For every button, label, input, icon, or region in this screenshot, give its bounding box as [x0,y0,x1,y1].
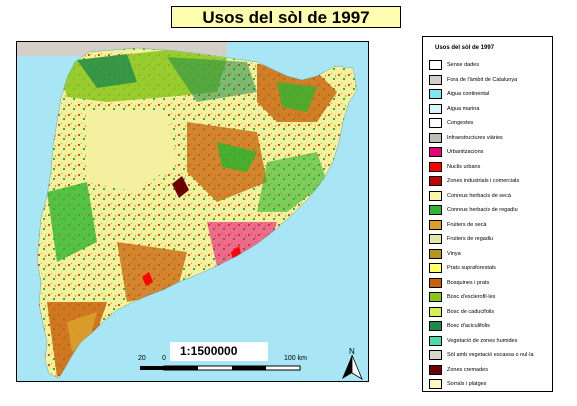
legend-swatch [429,118,442,128]
legend-swatch [429,234,442,244]
map-canvas [17,42,368,381]
legend-item: Fruiters de secà [429,219,549,231]
legend-swatch [429,103,442,114]
legend-label: Sorrals i platges [447,381,487,387]
legend-swatch [429,132,442,143]
legend-swatch [429,321,442,331]
legend-swatch [429,292,442,302]
legend-label: Zones cremades [447,366,488,373]
legend-label: Vegetació de zones humides [447,337,518,344]
legend-label: Infraestructures viàries [447,134,503,141]
legend-swatch [429,364,442,375]
legend-item: Zones cremades [429,364,549,376]
legend-swatch [429,350,442,360]
legend-label: Sòl amb vegetació escassa o nul·la [447,352,534,358]
scale-label-left: 20 [138,355,146,362]
legend-swatch [429,205,442,215]
legend-item: Fora de l'àmbit de Catalunya [429,74,549,86]
legend-item: Bosc d'esclerofil·les [429,291,549,303]
legend-label: Aigua marina [447,105,480,112]
legend-item: Aigua continental [429,88,549,100]
legend-swatch [429,277,442,288]
legend-item: Bosquines i prats [429,277,549,289]
legend-item: Sense dades [429,59,549,71]
scale-ratio: 1:1500000 [170,342,268,361]
legend-label: Congestes [447,120,474,126]
legend-item: Congestes [429,117,549,129]
legend-swatch [429,379,442,389]
legend-label: Sense dades [447,62,480,68]
legend-swatch [429,161,442,172]
legend-item: Vinya [429,248,549,260]
legend-item: Prats supraforestals [429,262,549,274]
legend-item: Urbanitzacions [429,146,549,158]
legend-label: Nuclis urbans [447,163,481,170]
land-use-regions [37,48,357,378]
scale-bar-graphic [140,365,301,371]
legend-item: Nuclis urbans [429,161,549,173]
legend-item: Aigua marina [429,103,549,115]
legend-swatch [429,176,442,186]
north-label: N [349,347,355,356]
land-use-map[interactable]: 20 0 100 km 1:1500000 N [16,41,369,382]
legend-label: Vinya [447,250,461,257]
legend-label: Fruiters de regadiu [447,236,494,242]
legend-item: Vegetació de zones humides [429,335,549,347]
legend-item: Conreus herbacis de regadiu [429,204,549,216]
legend-swatch [429,248,442,259]
legend-swatch [429,147,442,157]
legend-label: Aigua continental [447,91,490,97]
legend-item: Conreus herbacis de secà [429,190,549,202]
legend: Usos del sòl de 1997 Sense dades Fora de … [422,36,553,392]
legend-item: Sorrals i platges [429,378,549,390]
legend-label: Bosquines i prats [447,279,490,286]
legend-item: Zones industrials i comercials [429,175,549,187]
legend-swatch [429,74,442,85]
legend-title: Usos del sòl de 1997 [435,45,495,51]
scale-bar: 20 0 100 km [138,355,320,381]
legend-label: Urbanitzacions [447,149,484,155]
scale-label-right: 100 km [284,355,307,362]
legend-swatch [429,219,442,230]
legend-label: Prats supraforestals [447,265,496,271]
legend-label: Bosc d'esclerofil·les [447,294,496,300]
legend-label: Bosc de caducifolis [447,308,495,315]
legend-label: Zones industrials i comercials [447,178,520,184]
north-arrow-icon: N [337,345,367,381]
legend-item: Bosc d'aciculifolis [429,320,549,332]
legend-swatch [429,190,442,201]
legend-swatch [429,89,442,99]
map-title: Usos del sòl de 1997 [171,6,401,28]
legend-item: Sòl amb vegetació escassa o nul·la [429,349,549,361]
legend-label: Conreus herbacis de secà [447,192,511,199]
scale-label-zero: 0 [162,355,166,362]
legend-item: Infraestructures viàries [429,132,549,144]
legend-swatch [429,60,442,70]
legend-label: Fruiters de secà [447,221,487,228]
legend-label: Fora de l'àmbit de Catalunya [447,76,518,83]
legend-swatch [429,306,442,317]
legend-label: Bosc d'aciculifolis [447,323,490,329]
legend-swatch [429,335,442,346]
legend-item: Bosc de caducifolis [429,306,549,318]
legend-swatch [429,263,442,273]
legend-item: Fruiters de regadiu [429,233,549,245]
legend-label: Conreus herbacis de regadiu [447,207,518,213]
